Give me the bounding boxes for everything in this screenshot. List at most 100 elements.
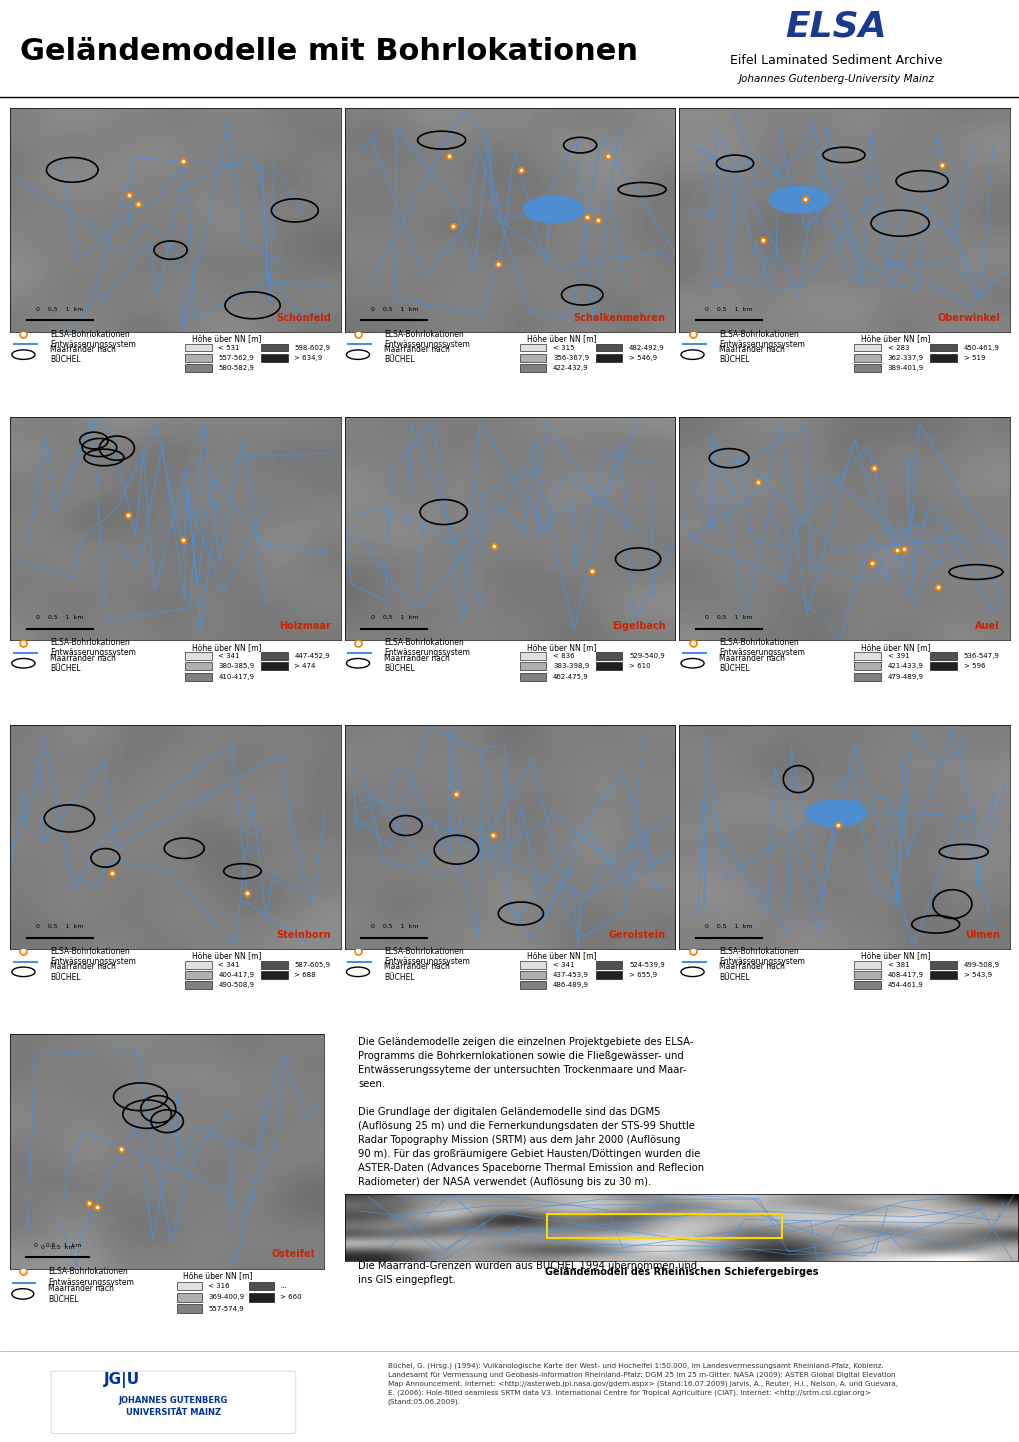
Text: 383-398,9: 383-398,9 (552, 663, 589, 669)
Text: < 283: < 283 (887, 345, 908, 350)
Ellipse shape (806, 800, 865, 826)
Text: Entwässerungssystem: Entwässerungssystem (50, 340, 136, 349)
Text: 580-582,9: 580-582,9 (218, 365, 254, 371)
Bar (854, 970, 880, 979)
Text: 0    0,5    1  km: 0 0,5 1 km (36, 307, 84, 311)
Text: 536-547,9: 536-547,9 (963, 653, 999, 659)
Text: 499-508,9: 499-508,9 (963, 962, 999, 968)
Text: Entwässerungssystem: Entwässerungssystem (718, 957, 804, 966)
Bar (185, 673, 212, 681)
Text: < 836: < 836 (552, 653, 574, 659)
Text: < 341: < 341 (218, 653, 239, 659)
Bar (595, 343, 622, 352)
Bar (261, 970, 287, 979)
Text: < 316: < 316 (208, 1283, 229, 1289)
Text: ELSA-Bohrlokationen: ELSA-Bohrlokationen (50, 947, 129, 956)
Text: 557-562,9: 557-562,9 (218, 355, 254, 360)
Text: ELSA: ELSA (785, 10, 887, 43)
Text: 422-432,9: 422-432,9 (552, 365, 588, 371)
Bar (854, 662, 880, 671)
Text: > 634,9: > 634,9 (294, 355, 322, 360)
Text: 437-453,9: 437-453,9 (552, 972, 588, 978)
Text: 587-605,9: 587-605,9 (294, 962, 330, 968)
Bar (249, 1293, 274, 1302)
Text: 557-574,9: 557-574,9 (208, 1305, 244, 1312)
Text: 0    0,5    1  km: 0 0,5 1 km (370, 924, 418, 929)
Text: 0    0,5    1  km: 0 0,5 1 km (36, 616, 84, 620)
Text: 486-489,9: 486-489,9 (552, 982, 588, 988)
Text: 410-417,9: 410-417,9 (218, 673, 254, 679)
Bar (854, 673, 880, 681)
Text: Höhe über NN [m]: Höhe über NN [m] (526, 952, 595, 960)
Bar (520, 982, 546, 989)
Bar (929, 343, 956, 352)
Text: 462-475,9: 462-475,9 (552, 673, 588, 679)
Bar (854, 982, 880, 989)
Text: ELSA-Bohrlokationen: ELSA-Bohrlokationen (718, 330, 798, 339)
Text: 529-540,9: 529-540,9 (629, 653, 664, 659)
Bar (595, 960, 622, 969)
Text: Die Geländemodelle zeigen die einzelnen Projektgebiete des ELSA-
Programms die B: Die Geländemodelle zeigen die einzelnen … (358, 1037, 709, 1285)
Bar (261, 662, 287, 671)
Text: Johannes Gutenberg-University Mainz: Johannes Gutenberg-University Mainz (738, 75, 933, 84)
Text: Maarränder nach
BÜCHEL: Maarränder nach BÜCHEL (50, 653, 115, 673)
Text: Höhe über NN [m]: Höhe über NN [m] (526, 643, 595, 652)
Text: ELSA-Bohrlokationen: ELSA-Bohrlokationen (384, 639, 464, 647)
Text: Schönfeld: Schönfeld (275, 313, 330, 323)
Bar (929, 960, 956, 969)
Text: 447-452,9: 447-452,9 (294, 653, 330, 659)
Text: Eigelbach: Eigelbach (611, 622, 664, 632)
Ellipse shape (768, 186, 828, 213)
Text: Maarränder nach
BÜCHEL: Maarränder nach BÜCHEL (50, 345, 115, 365)
Bar (185, 652, 212, 660)
Text: > 519: > 519 (963, 355, 984, 360)
Bar (185, 343, 212, 352)
Text: 0    0,5    1  km: 0 0,5 1 km (704, 924, 752, 929)
Text: < 341: < 341 (552, 962, 574, 968)
Bar (261, 353, 287, 362)
Text: > 660: > 660 (280, 1295, 302, 1301)
Text: Maarränder nach
BÜCHEL: Maarränder nach BÜCHEL (384, 653, 449, 673)
Text: Büchel, G. (Hrsg.) (1994): Vulkanologische Karte der West- und Hocheifel 1:50.00: Büchel, G. (Hrsg.) (1994): Vulkanologisc… (387, 1363, 897, 1405)
Text: Maarränder nach
BÜCHEL: Maarränder nach BÜCHEL (718, 962, 784, 982)
Text: 389-401,9: 389-401,9 (887, 365, 923, 371)
Text: 524-539,9: 524-539,9 (629, 962, 664, 968)
Text: 0    0,5    1  km: 0 0,5 1 km (34, 1243, 81, 1247)
Bar (929, 652, 956, 660)
Text: Gerolstein: Gerolstein (607, 930, 664, 940)
Text: < 531: < 531 (218, 345, 239, 350)
Text: Höhe über NN [m]: Höhe über NN [m] (526, 335, 595, 343)
Text: Höhe über NN [m]: Höhe über NN [m] (192, 952, 261, 960)
Text: ...: ... (280, 1283, 286, 1289)
Text: Maarränder nach
BÜCHEL: Maarränder nach BÜCHEL (50, 962, 115, 982)
Text: Maarränder nach
BÜCHEL: Maarränder nach BÜCHEL (384, 962, 449, 982)
Text: > 543,9: > 543,9 (963, 972, 990, 978)
Bar (854, 960, 880, 969)
Text: > 688: > 688 (294, 972, 316, 978)
Text: Geländemodell des Rheinischen Schiefergebirges: Geländemodell des Rheinischen Schieferge… (544, 1268, 817, 1276)
Text: 482-492,9: 482-492,9 (629, 345, 664, 350)
Text: ELSA-Bohrlokationen: ELSA-Bohrlokationen (384, 947, 464, 956)
Bar (261, 960, 287, 969)
Bar (185, 960, 212, 969)
Text: > 546,9: > 546,9 (629, 355, 656, 360)
Text: Entwässerungssystem: Entwässerungssystem (718, 649, 804, 658)
Text: 362-337,9: 362-337,9 (887, 355, 923, 360)
Bar (185, 982, 212, 989)
Bar (185, 365, 212, 372)
Bar (185, 970, 212, 979)
Bar (261, 652, 287, 660)
Text: Entwässerungssystem: Entwässerungssystem (48, 1278, 133, 1288)
Bar (929, 662, 956, 671)
Text: 0    0,5    1  km: 0 0,5 1 km (704, 616, 752, 620)
Text: Maarränder nach
BÜCHEL: Maarränder nach BÜCHEL (48, 1285, 114, 1304)
Text: 356-367,9: 356-367,9 (552, 355, 589, 360)
Ellipse shape (524, 196, 583, 222)
Text: Schalkenmehren: Schalkenmehren (573, 313, 664, 323)
Text: ELSA-Bohrlokationen: ELSA-Bohrlokationen (50, 330, 129, 339)
Text: Eifel Laminated Sediment Archive: Eifel Laminated Sediment Archive (730, 55, 942, 68)
Text: ELSA-Bohrlokationen: ELSA-Bohrlokationen (50, 639, 129, 647)
Bar (854, 652, 880, 660)
Bar (546, 1214, 782, 1237)
Text: Höhe über NN [m]: Höhe über NN [m] (182, 1272, 252, 1280)
